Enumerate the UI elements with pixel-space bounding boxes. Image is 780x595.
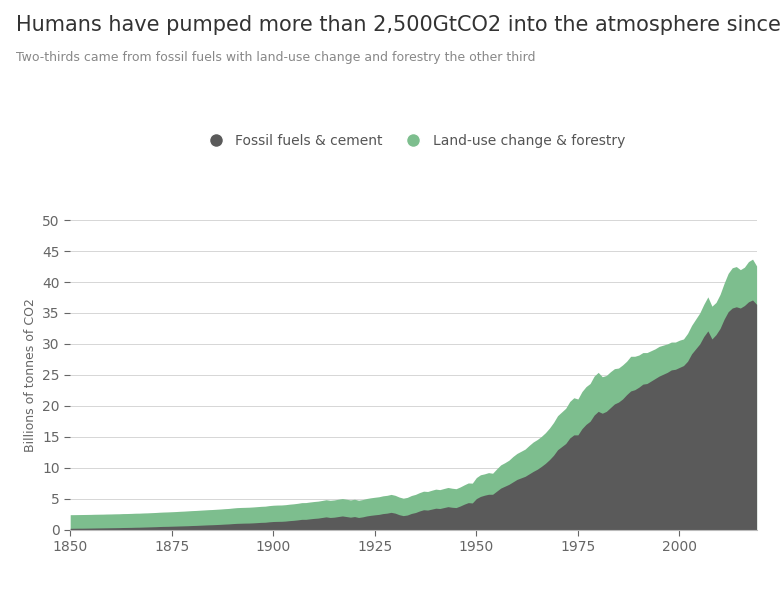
Y-axis label: Billions of tonnes of CO2: Billions of tonnes of CO2 bbox=[23, 298, 37, 452]
Text: Humans have pumped more than 2,500GtCO2 into the atmosphere since 1850: Humans have pumped more than 2,500GtCO2 … bbox=[16, 15, 780, 35]
Text: Two-thirds came from fossil fuels with land-use change and forestry the other th: Two-thirds came from fossil fuels with l… bbox=[16, 51, 535, 64]
Legend: Fossil fuels & cement, Land-use change & forestry: Fossil fuels & cement, Land-use change &… bbox=[197, 128, 630, 153]
